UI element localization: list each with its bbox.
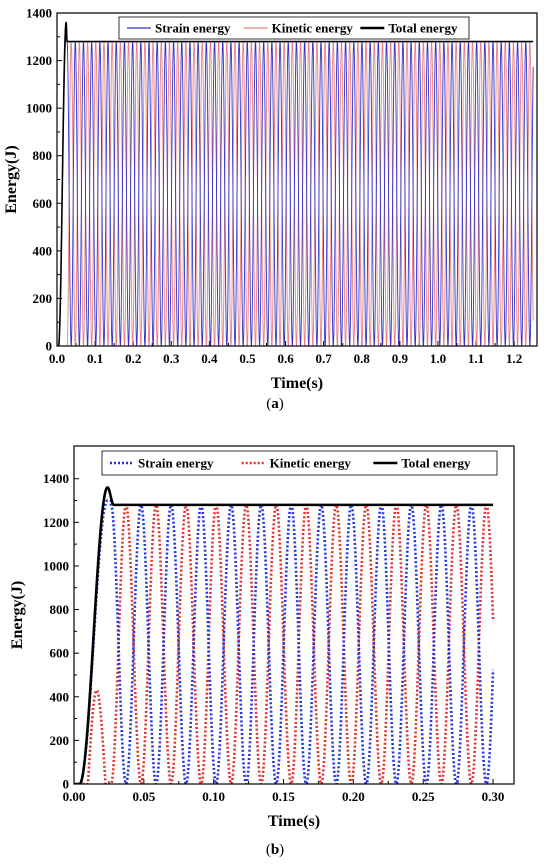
- x-tick-label-a-10: 1.0: [430, 351, 446, 366]
- y-tick-label-b-2: 400: [50, 689, 70, 704]
- x-tick-label-a-7: 0.7: [316, 351, 333, 366]
- chart-panel-b: 0.00 0.05 0.10 0.15 0.20 0.25 0.30 0 200 400 600 80…: [0, 430, 550, 864]
- plot-frame-a: [56, 12, 538, 347]
- x-tick-label-b-3: 0.15: [272, 789, 295, 804]
- y-tick-label-b-5: 1000: [43, 558, 69, 573]
- caption-a: (a): [266, 396, 284, 412]
- legend-label-b-2: Total energy: [401, 456, 471, 471]
- x-tick-label-a-8: 0.8: [354, 351, 371, 366]
- x-tick-label-a-4: 0.4: [201, 351, 218, 366]
- y-tick-label-a-0: 0: [46, 339, 53, 354]
- chart-panel-a: 0.0 0.1 0.2 0.3 0.4 0.5 0.6 0.7 0.8 0.9 1.0 1.1 1.2 0…: [0, 0, 550, 420]
- y-axis-title-a: Energy(J): [3, 145, 20, 213]
- x-tick-label-b-2: 0.10: [202, 789, 225, 804]
- y-tick-label-a-1: 200: [33, 291, 53, 306]
- plot-frame-b: [73, 445, 515, 785]
- series-total-energy-a: [57, 21, 534, 346]
- legend-label-a-0: Strain energy: [155, 21, 231, 36]
- y-tick-label-b-0: 0: [63, 777, 70, 792]
- x-tick-label-a-9: 0.9: [392, 351, 409, 366]
- x-tick-label-b-5: 0.25: [412, 789, 435, 804]
- y-tick-label-b-3: 600: [50, 646, 70, 661]
- caption-b: (b): [265, 842, 285, 858]
- x-axis-title-a: Time(s): [271, 375, 323, 392]
- y-tick-label-a-3: 600: [33, 196, 53, 211]
- x-tick-label-a-5: 0.5: [239, 351, 256, 366]
- legend-label-b-0: Strain energy: [138, 456, 214, 471]
- legend-a: [118, 16, 470, 40]
- series-total-energy-b: [74, 486, 494, 784]
- y-tick-label-a-7: 1400: [26, 6, 52, 21]
- y-tick-label-a-4: 800: [33, 148, 53, 163]
- x-tick-label-a-11: 1.1: [468, 351, 484, 366]
- x-tick-label-b-6: 0.30: [482, 789, 505, 804]
- y-tick-label-a-6: 1200: [26, 53, 52, 68]
- y-tick-label-b-1: 200: [50, 733, 70, 748]
- series-strain-energy-a: [57, 36, 534, 346]
- legend-label-a-2: Total energy: [388, 21, 458, 36]
- series-kinetic-energy-a: [57, 40, 534, 346]
- y-tick-label-b-4: 800: [50, 602, 70, 617]
- y-axis-title-b: Energy(J): [9, 581, 26, 649]
- chart-a: 0.0 0.1 0.2 0.3 0.4 0.5 0.6 0.7 0.8 0.9 1.0 1.1 1.2 0…: [3, 6, 538, 392]
- x-tick-label-a-2: 0.2: [125, 351, 141, 366]
- legend-b: [101, 450, 498, 476]
- y-tick-label-b-7: 1400: [43, 471, 69, 486]
- x-tick-label-a-0: 0.0: [49, 351, 65, 366]
- x-tick-label-a-6: 0.6: [277, 351, 294, 366]
- x-tick-label-a-3: 0.3: [163, 351, 180, 366]
- x-tick-label-b-1: 0.05: [132, 789, 155, 804]
- y-tick-label-a-2: 400: [33, 243, 53, 258]
- x-tick-label-a-12: 1.2: [506, 351, 522, 366]
- x-axis-title-b: Time(s): [268, 813, 320, 830]
- legend-label-a-1: Kinetic energy: [272, 21, 354, 36]
- x-tick-label-b-0: 0.00: [63, 789, 86, 804]
- chart-b: 0.00 0.05 0.10 0.15 0.20 0.25 0.30 0 200 400 600 80…: [9, 445, 515, 830]
- series-strain-energy-b: [74, 499, 495, 784]
- y-tick-label-b-6: 1200: [43, 515, 69, 530]
- x-tick-label-a-1: 0.1: [87, 351, 103, 366]
- x-tick-label-b-4: 0.20: [342, 789, 365, 804]
- legend-label-b-1: Kinetic energy: [270, 456, 352, 471]
- y-tick-label-a-5: 1000: [26, 101, 52, 116]
